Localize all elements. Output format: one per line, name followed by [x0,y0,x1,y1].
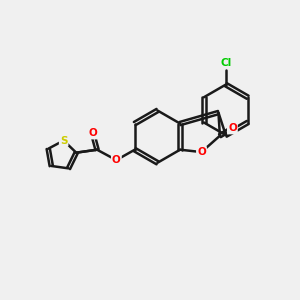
Text: S: S [60,136,68,146]
Text: O: O [197,147,206,157]
Text: O: O [112,155,121,165]
Text: Cl: Cl [220,58,231,68]
Text: O: O [228,123,237,133]
Text: O: O [88,128,97,138]
